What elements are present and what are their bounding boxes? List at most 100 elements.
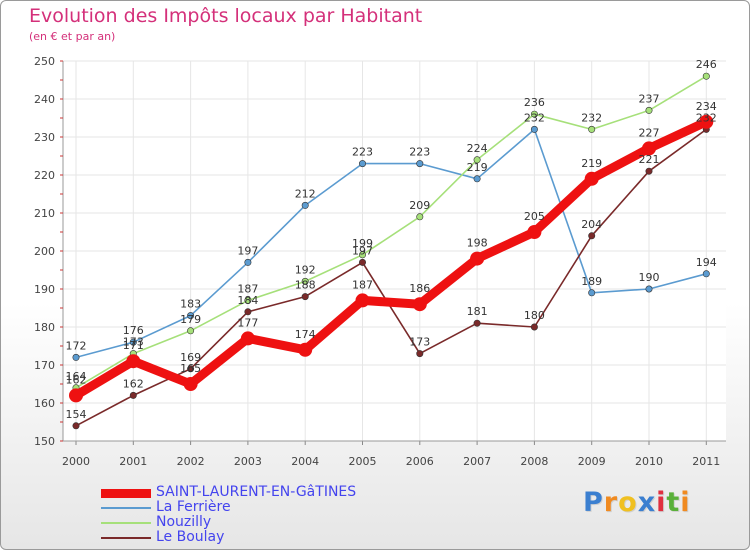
y-tick-label: 150 (34, 435, 55, 448)
data-label: 212 (295, 187, 316, 200)
data-point (645, 106, 653, 114)
data-point (473, 319, 481, 327)
x-tick-label: 2002 (177, 455, 205, 468)
data-label: 232 (581, 111, 602, 124)
data-label: 219 (581, 157, 602, 170)
legend-swatch (101, 489, 151, 498)
data-point (527, 225, 542, 239)
chart-subtitle: (en € et par an) (29, 30, 116, 43)
data-label: 224 (467, 142, 488, 155)
legend-label: La Ferrière (156, 499, 231, 515)
data-label: 236 (524, 96, 545, 109)
data-point (72, 422, 80, 430)
data-label: 219 (467, 161, 488, 174)
data-point (301, 277, 309, 285)
data-label: 205 (524, 210, 545, 223)
data-point (416, 160, 424, 168)
y-tick-label: 200 (34, 245, 55, 258)
data-point (183, 377, 198, 391)
data-label: 186 (409, 282, 430, 295)
data-point (416, 213, 424, 221)
series-line (75, 128, 708, 359)
data-label: 162 (66, 373, 87, 386)
data-point (298, 342, 313, 357)
legend-label: SAINT-LAURENT-EN-GâTINES (156, 484, 357, 500)
data-point (358, 258, 366, 266)
data-point (301, 293, 309, 301)
logo-letter: t (666, 487, 681, 518)
data-point (187, 327, 195, 335)
data-point (129, 391, 137, 399)
y-tick-label: 220 (34, 169, 55, 182)
data-point (530, 323, 538, 331)
data-point (530, 110, 538, 118)
data-point (126, 354, 141, 369)
data-point (187, 365, 195, 373)
data-point (645, 285, 653, 293)
data-label: 189 (581, 275, 602, 288)
data-label: 204 (581, 218, 602, 231)
y-tick-label: 230 (34, 131, 55, 144)
data-label: 223 (409, 146, 430, 159)
x-tick-label: 2011 (692, 455, 720, 468)
data-label: 192 (295, 263, 316, 276)
data-label: 171 (123, 339, 144, 352)
data-label: 174 (295, 328, 316, 341)
data-label: 172 (66, 339, 87, 352)
logo-letter: i (656, 487, 667, 518)
data-point (584, 171, 599, 186)
data-label: 173 (409, 336, 430, 349)
x-tick-label: 2006 (406, 455, 434, 468)
data-point (244, 308, 252, 316)
x-tick-label: 2000 (62, 455, 90, 468)
x-tick-label: 2005 (349, 455, 377, 468)
data-label: 154 (66, 408, 87, 421)
x-tick-label: 2004 (291, 455, 319, 468)
data-point (588, 232, 596, 240)
data-point (69, 388, 83, 403)
logo-letter: x (637, 487, 657, 518)
data-label: 183 (180, 298, 201, 311)
series-line (75, 128, 708, 427)
series-line (71, 117, 711, 400)
data-point (301, 201, 309, 209)
legend-swatch (101, 537, 151, 539)
y-tick-label: 190 (34, 283, 55, 296)
data-point (244, 258, 252, 266)
data-label: 177 (237, 316, 258, 329)
data-label: 227 (639, 126, 660, 139)
data-label: 197 (237, 244, 258, 257)
logo-letter: i (680, 487, 691, 518)
data-point (530, 125, 538, 133)
data-label: 181 (467, 305, 488, 318)
data-point (473, 156, 481, 164)
data-label: 173 (123, 336, 144, 349)
data-point (72, 353, 80, 361)
data-label: 187 (237, 282, 258, 295)
y-tick-label: 210 (34, 207, 55, 220)
y-tick-label: 180 (34, 321, 55, 334)
chart-title: Evolution des Impôts locaux par Habitant (29, 5, 423, 27)
data-label: 209 (409, 199, 430, 212)
legend-label: Nouzilly (156, 514, 212, 530)
data-label: 221 (639, 153, 660, 166)
logo-letter: o (618, 487, 638, 518)
data-point (244, 296, 252, 304)
data-point (588, 125, 596, 133)
y-tick-label: 160 (34, 397, 55, 410)
data-point (702, 270, 710, 278)
data-point (355, 293, 370, 308)
data-label: 179 (180, 313, 201, 326)
legend-swatch (101, 507, 151, 509)
data-point (473, 175, 481, 183)
data-point (642, 141, 656, 156)
data-label: 246 (696, 58, 717, 71)
data-label: 197 (352, 244, 373, 257)
data-point (699, 114, 714, 129)
data-label: 184 (237, 294, 258, 307)
data-label: 162 (123, 377, 144, 390)
x-tick-label: 2001 (119, 455, 147, 468)
data-label: 187 (352, 278, 373, 291)
x-tick-label: 2009 (578, 455, 606, 468)
